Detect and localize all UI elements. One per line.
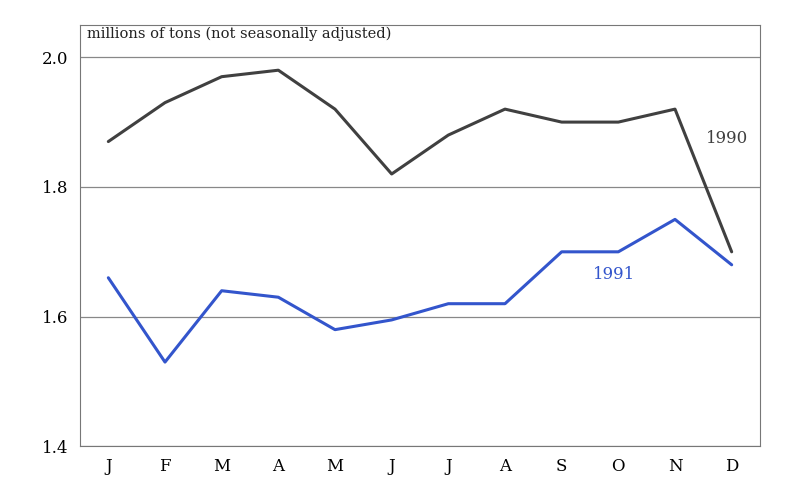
Text: millions of tons (not seasonally adjusted): millions of tons (not seasonally adjuste…	[86, 27, 391, 41]
Text: 1990: 1990	[706, 130, 749, 147]
Text: 1991: 1991	[593, 266, 635, 283]
